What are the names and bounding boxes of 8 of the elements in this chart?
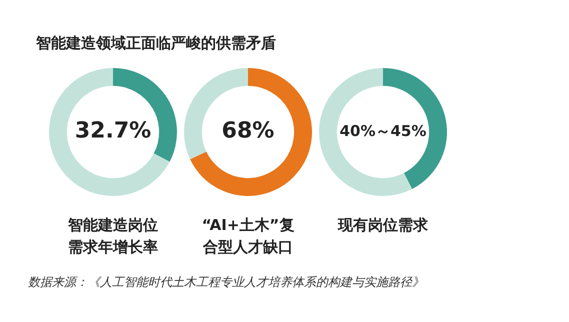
text: 现有岗位需求 <box>336 215 429 236</box>
source-note: 数据来源：《人工智能时代土木工程专业人才培养体系的构建与实施路径》 <box>28 274 424 291</box>
chart-title: 智能建造领域正面临严峻的供需矛盾 <box>36 34 276 53</box>
text: 智能建造岗位需求年增长率 <box>67 215 159 258</box>
text: 40%～45% <box>340 122 426 140</box>
data-label: 32.7% <box>74 118 152 144</box>
text: “AI+土木”复合型人才缺口 <box>200 215 296 258</box>
data-label: 68% <box>222 118 274 144</box>
